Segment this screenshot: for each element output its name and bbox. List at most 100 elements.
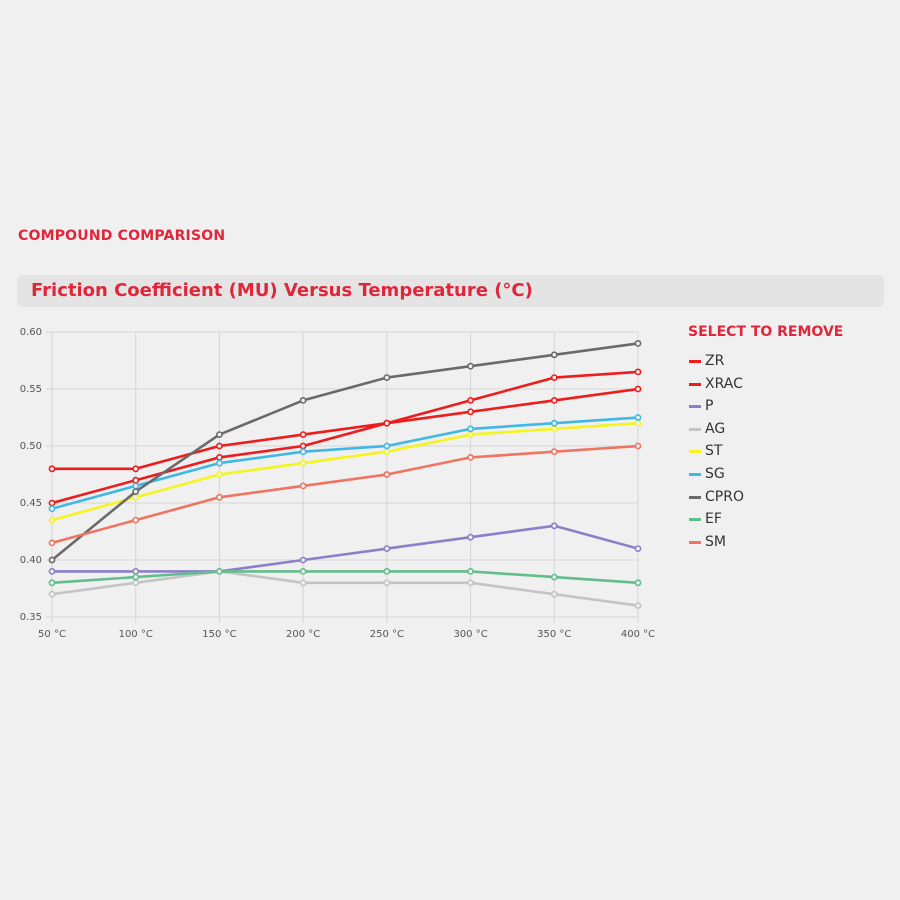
legend-item-xrac[interactable]: XRAC — [688, 375, 878, 398]
data-point-ag — [467, 579, 474, 587]
legend-item-st[interactable]: ST — [688, 442, 878, 465]
x-tick-label: 350 °C — [537, 629, 571, 640]
x-tick-label: 300 °C — [453, 629, 487, 640]
data-point-cpro — [216, 431, 223, 438]
data-point-xrac — [48, 465, 56, 473]
data-point-sm — [48, 539, 56, 547]
legend-item-ag[interactable]: AG — [688, 420, 878, 443]
legend-label: SM — [705, 533, 726, 550]
legend-swatch — [689, 450, 701, 454]
data-point-xrac — [132, 465, 140, 473]
legend-item-cpro[interactable]: CPRO — [688, 488, 878, 511]
legend-swatch — [689, 495, 701, 499]
data-point-ag — [132, 579, 140, 587]
data-point-st — [467, 431, 474, 438]
x-tick-label: 400 °C — [621, 629, 655, 640]
y-tick-label: 0.50 — [20, 441, 42, 452]
legend-swatch — [689, 540, 701, 544]
data-point-cpro — [550, 351, 558, 359]
data-point-sm — [383, 471, 391, 478]
x-tick-label: 200 °C — [286, 629, 320, 640]
data-point-st — [216, 471, 223, 478]
legend-item-p[interactable]: P — [688, 397, 878, 420]
data-point-st — [299, 459, 307, 467]
data-point-sg — [383, 442, 391, 450]
series-line-p — [50, 524, 640, 573]
legend-heading: SELECT TO REMOVE — [688, 324, 844, 340]
legend-item-sm[interactable]: SM — [688, 533, 878, 556]
legend-label: AG — [705, 420, 726, 437]
data-point-st — [48, 516, 56, 524]
chart-series — [48, 339, 642, 609]
x-tick-label: 100 °C — [119, 629, 153, 640]
legend-swatch — [689, 360, 701, 363]
series-line-zr — [50, 370, 640, 505]
legend-swatch — [689, 382, 701, 386]
data-point-sm — [634, 442, 642, 450]
series-line-st — [50, 421, 640, 522]
data-point-sm — [299, 482, 307, 490]
legend-items: ZR XRAC P AG ST SG CPRO EF SM — [688, 352, 878, 555]
data-point-zr — [132, 476, 140, 484]
data-point-cpro — [467, 362, 474, 370]
data-point-zr — [467, 396, 474, 404]
data-point-st — [550, 425, 558, 433]
data-point-zr — [299, 442, 307, 450]
data-point-ag — [383, 579, 391, 587]
legend-label: ZR — [705, 353, 725, 369]
data-point-ef — [550, 573, 558, 581]
y-tick-label: 0.60 — [20, 327, 42, 338]
data-point-sg — [467, 425, 474, 433]
data-point-ef — [216, 568, 223, 575]
legend-label: ST — [705, 443, 723, 460]
legend-swatch — [689, 427, 701, 431]
data-point-sm — [216, 493, 223, 501]
series-line-ag — [50, 570, 640, 607]
data-point-xrac — [634, 385, 642, 393]
data-point-xrac — [299, 431, 307, 438]
data-point-p — [467, 533, 474, 541]
series-line-sm — [50, 444, 640, 545]
series-line-xrac — [50, 387, 640, 471]
data-point-ag — [299, 579, 307, 587]
x-tick-label: 250 °C — [370, 629, 404, 640]
legend-item-zr[interactable]: ZR — [688, 352, 878, 375]
data-point-ag — [48, 590, 56, 598]
data-point-ef — [383, 568, 391, 575]
legend: SELECT TO REMOVE ZR XRAC P AG ST SG CPRO EF SM — [688, 324, 878, 555]
data-point-cpro — [48, 556, 56, 564]
legend-label: SG — [705, 465, 725, 482]
data-point-ef — [48, 579, 56, 587]
data-point-ag — [550, 590, 558, 598]
y-tick-label: 0.35 — [20, 612, 42, 623]
legend-swatch — [689, 518, 701, 522]
data-point-ef — [299, 568, 307, 575]
data-point-sg — [48, 505, 56, 513]
y-tick-label: 0.45 — [20, 498, 42, 509]
data-point-cpro — [383, 374, 391, 381]
data-point-sm — [550, 448, 558, 456]
data-point-p — [299, 556, 307, 564]
x-tick-label: 50 °C — [38, 629, 66, 640]
data-point-sg — [216, 459, 223, 467]
data-point-sg — [132, 482, 140, 490]
data-point-zr — [550, 374, 558, 381]
data-point-cpro — [299, 396, 307, 404]
data-point-xrac — [550, 396, 558, 404]
legend-item-sg[interactable]: SG — [688, 465, 878, 488]
data-point-p — [132, 568, 140, 575]
data-point-sg — [299, 448, 307, 456]
series-line-cpro — [50, 342, 640, 562]
data-point-p — [634, 545, 642, 552]
data-point-sg — [550, 419, 558, 427]
legend-item-ef[interactable]: EF — [688, 510, 878, 533]
data-point-sm — [132, 516, 140, 524]
data-point-p — [48, 568, 56, 575]
data-point-xrac — [467, 408, 474, 416]
chart-title-bar: Friction Coefficient (MU) Versus Tempera… — [17, 275, 884, 307]
data-point-ef — [467, 568, 474, 575]
data-point-sg — [634, 414, 642, 421]
legend-label: P — [705, 398, 714, 415]
